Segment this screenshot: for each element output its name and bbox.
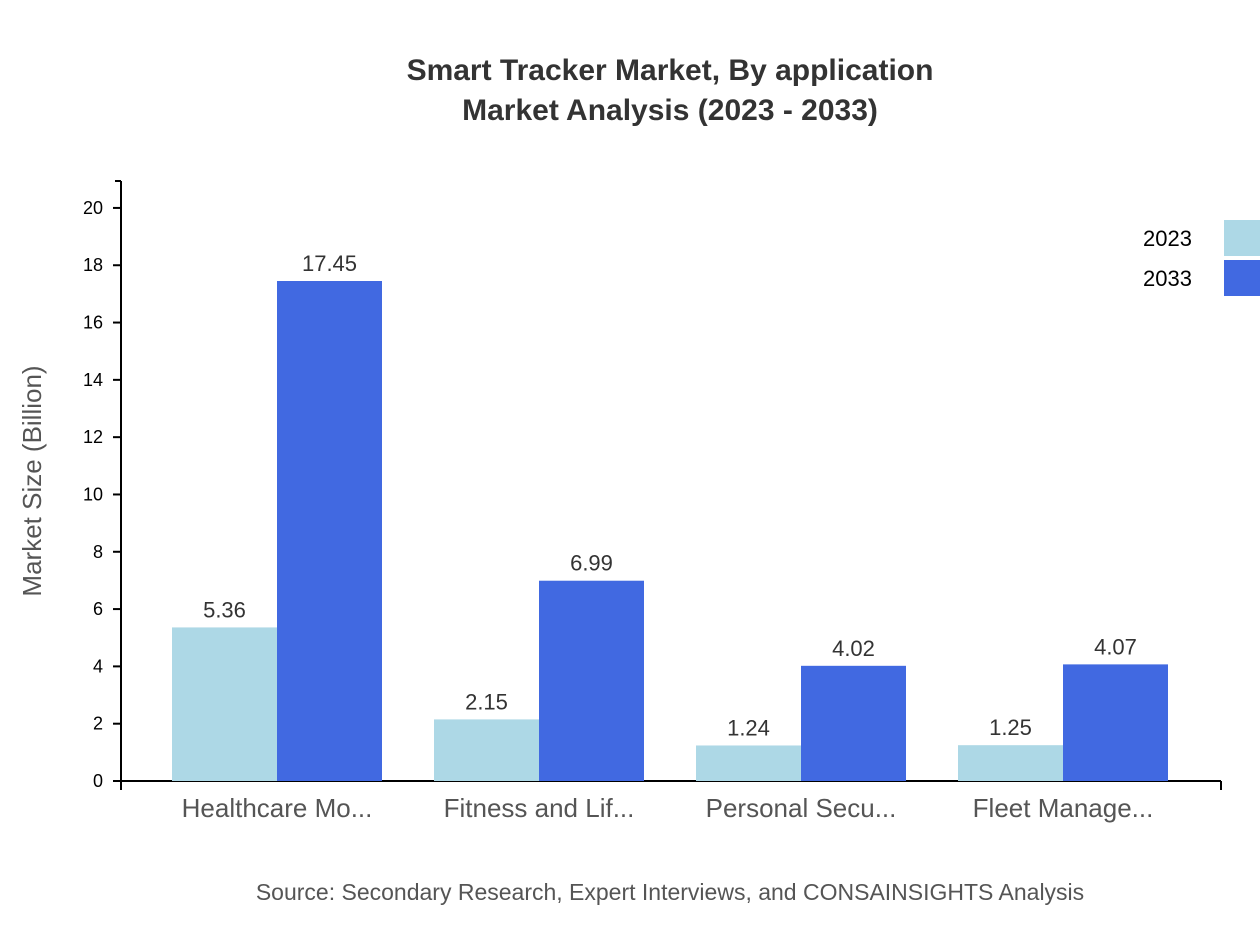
bar-2033 bbox=[1063, 664, 1168, 781]
y-tick-label: 6 bbox=[93, 599, 103, 619]
y-tick-label: 18 bbox=[83, 255, 103, 275]
data-label: 1.25 bbox=[989, 715, 1032, 740]
data-label: 4.02 bbox=[832, 636, 875, 661]
data-label: 6.99 bbox=[570, 551, 613, 576]
y-tick-label: 4 bbox=[93, 656, 103, 676]
x-tick-label: Fleet Manage... bbox=[973, 793, 1154, 823]
bar-2033 bbox=[539, 580, 644, 781]
legend-swatch bbox=[1224, 260, 1260, 296]
y-axis: 0 2 4 6 8 10 12 14 16 18 20 bbox=[83, 180, 122, 791]
x-tick-label: Personal Secu... bbox=[706, 793, 897, 823]
data-label: 2.15 bbox=[465, 689, 508, 714]
x-tick-label: Healthcare Mo... bbox=[182, 793, 373, 823]
y-tick-label: 10 bbox=[83, 484, 103, 504]
y-tick-label: 14 bbox=[83, 370, 103, 390]
chart-subtitle: Market Analysis (2023 - 2033) bbox=[462, 94, 878, 127]
legend-label: 2023 bbox=[1143, 226, 1192, 251]
y-tick-label: 8 bbox=[93, 542, 103, 562]
bar-2023 bbox=[696, 745, 801, 781]
bar-2023 bbox=[958, 745, 1063, 781]
source-note: Source: Secondary Research, Expert Inter… bbox=[256, 879, 1084, 905]
data-label: 17.45 bbox=[302, 251, 357, 276]
y-tick-label: 0 bbox=[93, 771, 103, 791]
legend-label: 2033 bbox=[1143, 266, 1192, 291]
legend-swatch bbox=[1224, 220, 1260, 256]
bar-2023 bbox=[434, 719, 539, 781]
data-label: 4.07 bbox=[1094, 634, 1137, 659]
y-tick-label: 2 bbox=[93, 714, 103, 734]
y-tick-label: 16 bbox=[83, 313, 103, 333]
bar-2023 bbox=[172, 627, 277, 781]
bar-2033 bbox=[277, 281, 382, 781]
y-tick-label: 20 bbox=[83, 198, 103, 218]
x-tick-label: Fitness and Lif... bbox=[444, 793, 635, 823]
data-label: 1.24 bbox=[727, 715, 770, 740]
y-tick-label: 12 bbox=[83, 427, 103, 447]
bar-2033 bbox=[801, 665, 906, 781]
x-axis: Healthcare Mo... Fitness and Lif... Person… bbox=[120, 780, 1222, 823]
y-axis-label: Market Size (Billion) bbox=[17, 365, 47, 596]
chart-title: Smart Tracker Market, By application bbox=[407, 54, 934, 87]
legend: 2023 2033 bbox=[1143, 220, 1260, 296]
data-label: 5.36 bbox=[203, 597, 246, 622]
bars: 5.36 17.45 2.15 6.99 1.24 4.02 1.25 4.07 bbox=[172, 251, 1168, 781]
